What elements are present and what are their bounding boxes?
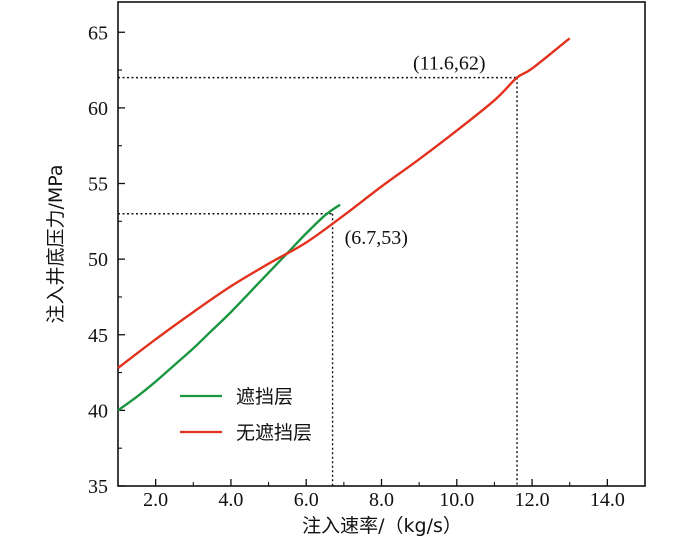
axis-ticks: 2.0 4.0 6.0 8.0 10.0 12.0 14.0 35 40 45 50 55 60 65 [88, 22, 646, 511]
legend-label-unshielded: 无遮挡层 [236, 422, 312, 444]
series-line-shielded [117, 203, 341, 412]
y-axis-title: 注入井底压力/MPa [45, 164, 67, 323]
annotations: (6.7,53) (11.6,62) [345, 53, 486, 249]
x-tick-label: 10.0 [439, 489, 474, 511]
legend: 遮挡层 无遮挡层 [180, 386, 312, 444]
y-tick-label: 50 [88, 249, 108, 271]
x-tick-label: 4.0 [218, 489, 243, 511]
y-tick-label: 35 [88, 476, 108, 498]
legend-label-shielded: 遮挡层 [236, 386, 293, 408]
y-tick-label: 65 [88, 22, 108, 44]
x-axis-title: 注入速率/（kg/s） [302, 515, 462, 537]
x-tick-label: 12.0 [515, 489, 550, 511]
y-tick-label: 55 [88, 174, 108, 196]
annotation-point-1: (6.7,53) [345, 227, 408, 249]
reference-lines [118, 76, 518, 486]
series-layer [117, 37, 571, 412]
x-tick-label: 14.0 [590, 489, 625, 511]
x-tick-label: 6.0 [294, 489, 319, 511]
x-tick-label: 2.0 [143, 489, 168, 511]
y-tick-label: 40 [88, 400, 108, 422]
x-tick-label: 8.0 [369, 489, 394, 511]
y-tick-label: 60 [88, 98, 108, 120]
y-tick-label: 45 [88, 325, 108, 347]
annotation-point-2: (11.6,62) [413, 53, 486, 75]
series-line-unshielded [117, 37, 571, 369]
